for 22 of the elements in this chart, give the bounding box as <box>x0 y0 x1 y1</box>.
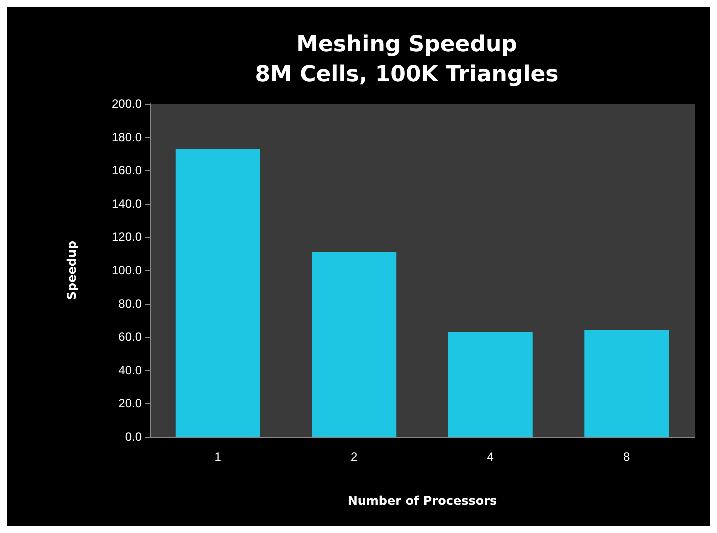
y-tick-label: 180.0 <box>112 130 142 144</box>
x-tick-label: 8 <box>624 450 631 464</box>
bar <box>312 252 397 437</box>
y-tick-label: 100.0 <box>112 264 142 278</box>
y-axis-title: Speedup <box>65 240 79 300</box>
x-axis-title: Number of Processors <box>348 494 498 508</box>
y-tick-label: 0.0 <box>125 430 142 444</box>
bar <box>584 330 670 437</box>
x-tick-label: 1 <box>214 450 222 464</box>
y-tick-label: 60.0 <box>118 330 142 344</box>
y-tick-label: 40.0 <box>118 363 142 378</box>
x-tick-label: 2 <box>351 450 358 464</box>
bar <box>448 332 533 437</box>
y-tick-label: 200.0 <box>112 97 142 111</box>
bar <box>176 148 260 437</box>
chart-title: Meshing Speedup 8M Cells, 100K Triangles <box>255 32 559 88</box>
x-tick-label: 4 <box>487 450 494 464</box>
y-tick-label: 80.0 <box>118 296 142 311</box>
y-tick-label: 160.0 <box>112 164 142 178</box>
y-tick-label: 140.0 <box>112 196 142 211</box>
y-tick-label: 20.0 <box>118 396 142 411</box>
y-tick-label: 120.0 <box>112 230 142 244</box>
